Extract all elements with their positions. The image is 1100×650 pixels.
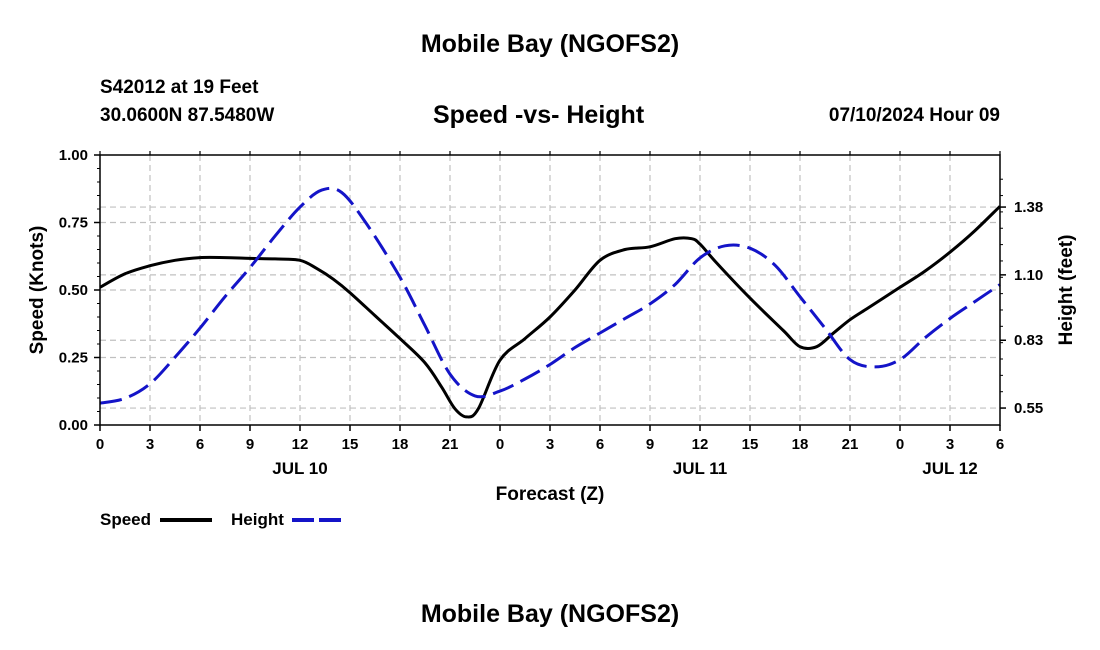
x-tick-label: 12: [292, 436, 309, 453]
x-tick-label: 6: [596, 436, 604, 453]
x-tick-label: 3: [946, 436, 954, 453]
series-line-speed: [99, 205, 1002, 419]
station-label: S42012 at 19 Feet: [100, 77, 259, 98]
x-tick-label: 12: [692, 436, 709, 453]
x-tick-label: 18: [392, 436, 409, 453]
x-tick-label: 15: [342, 436, 359, 453]
footer-title: Mobile Bay (NGOFS2): [420, 600, 680, 628]
y-left-tick-label: 0.75: [59, 215, 88, 232]
y-left-tick-label: 0.00: [59, 417, 88, 434]
y-right-tick-label: 1.10: [1014, 267, 1043, 284]
x-tick-label: 3: [146, 436, 154, 453]
station-coordinates: 30.0600N 87.5480W: [100, 105, 275, 126]
legend-speed-label: Speed: [100, 510, 151, 529]
x-tick-label: 9: [646, 436, 654, 453]
y-left-tick-label: 1.00: [59, 147, 88, 164]
axis-ticks: 0 3 6 9 12 15 18 21 0 3 6 9 12 15 18 21 0 3 6 JUL 10 JUL 11 J…: [59, 147, 1043, 478]
y-axis-right-label: Height (feet): [1056, 235, 1077, 346]
date-label: JUL 10: [272, 459, 327, 478]
date-label: JUL 12: [922, 459, 977, 478]
grid: [100, 155, 1000, 425]
chart-title: Mobile Bay (NGOFS2): [420, 30, 680, 58]
y-right-tick-label: 0.55: [1014, 400, 1043, 417]
chart-subtitle: Speed -vs- Height: [433, 101, 645, 129]
x-tick-label: 0: [96, 436, 104, 453]
axis-labels: Forecast (Z) Speed (Knots) Height (feet): [27, 226, 1077, 505]
y-left-tick-label: 0.25: [59, 350, 88, 367]
x-tick-label: 3: [546, 436, 554, 453]
x-tick-label: 15: [742, 436, 759, 453]
legend: Speed Height: [100, 510, 344, 529]
x-tick-label: 21: [842, 436, 859, 453]
x-tick-label: 0: [896, 436, 904, 453]
series-lines: [99, 186, 1002, 419]
forecast-datetime: 07/10/2024 Hour 09: [828, 105, 1000, 126]
x-tick-label: 18: [792, 436, 809, 453]
date-label: JUL 11: [673, 459, 728, 478]
x-tick-label: 21: [442, 436, 459, 453]
x-tick-label: 6: [996, 436, 1004, 453]
x-tick-label: 0: [496, 436, 504, 453]
x-axis-label: Forecast (Z): [496, 484, 605, 505]
y-right-tick-label: 1.38: [1014, 199, 1043, 216]
x-tick-label: 6: [196, 436, 204, 453]
x-tick-label: 9: [246, 436, 254, 453]
y-right-tick-label: 0.83: [1014, 332, 1043, 349]
y-left-tick-label: 0.50: [59, 282, 88, 299]
legend-height-label: Height: [231, 510, 284, 529]
series-line-height: [99, 186, 1001, 405]
y-axis-left-label: Speed (Knots): [27, 226, 48, 355]
